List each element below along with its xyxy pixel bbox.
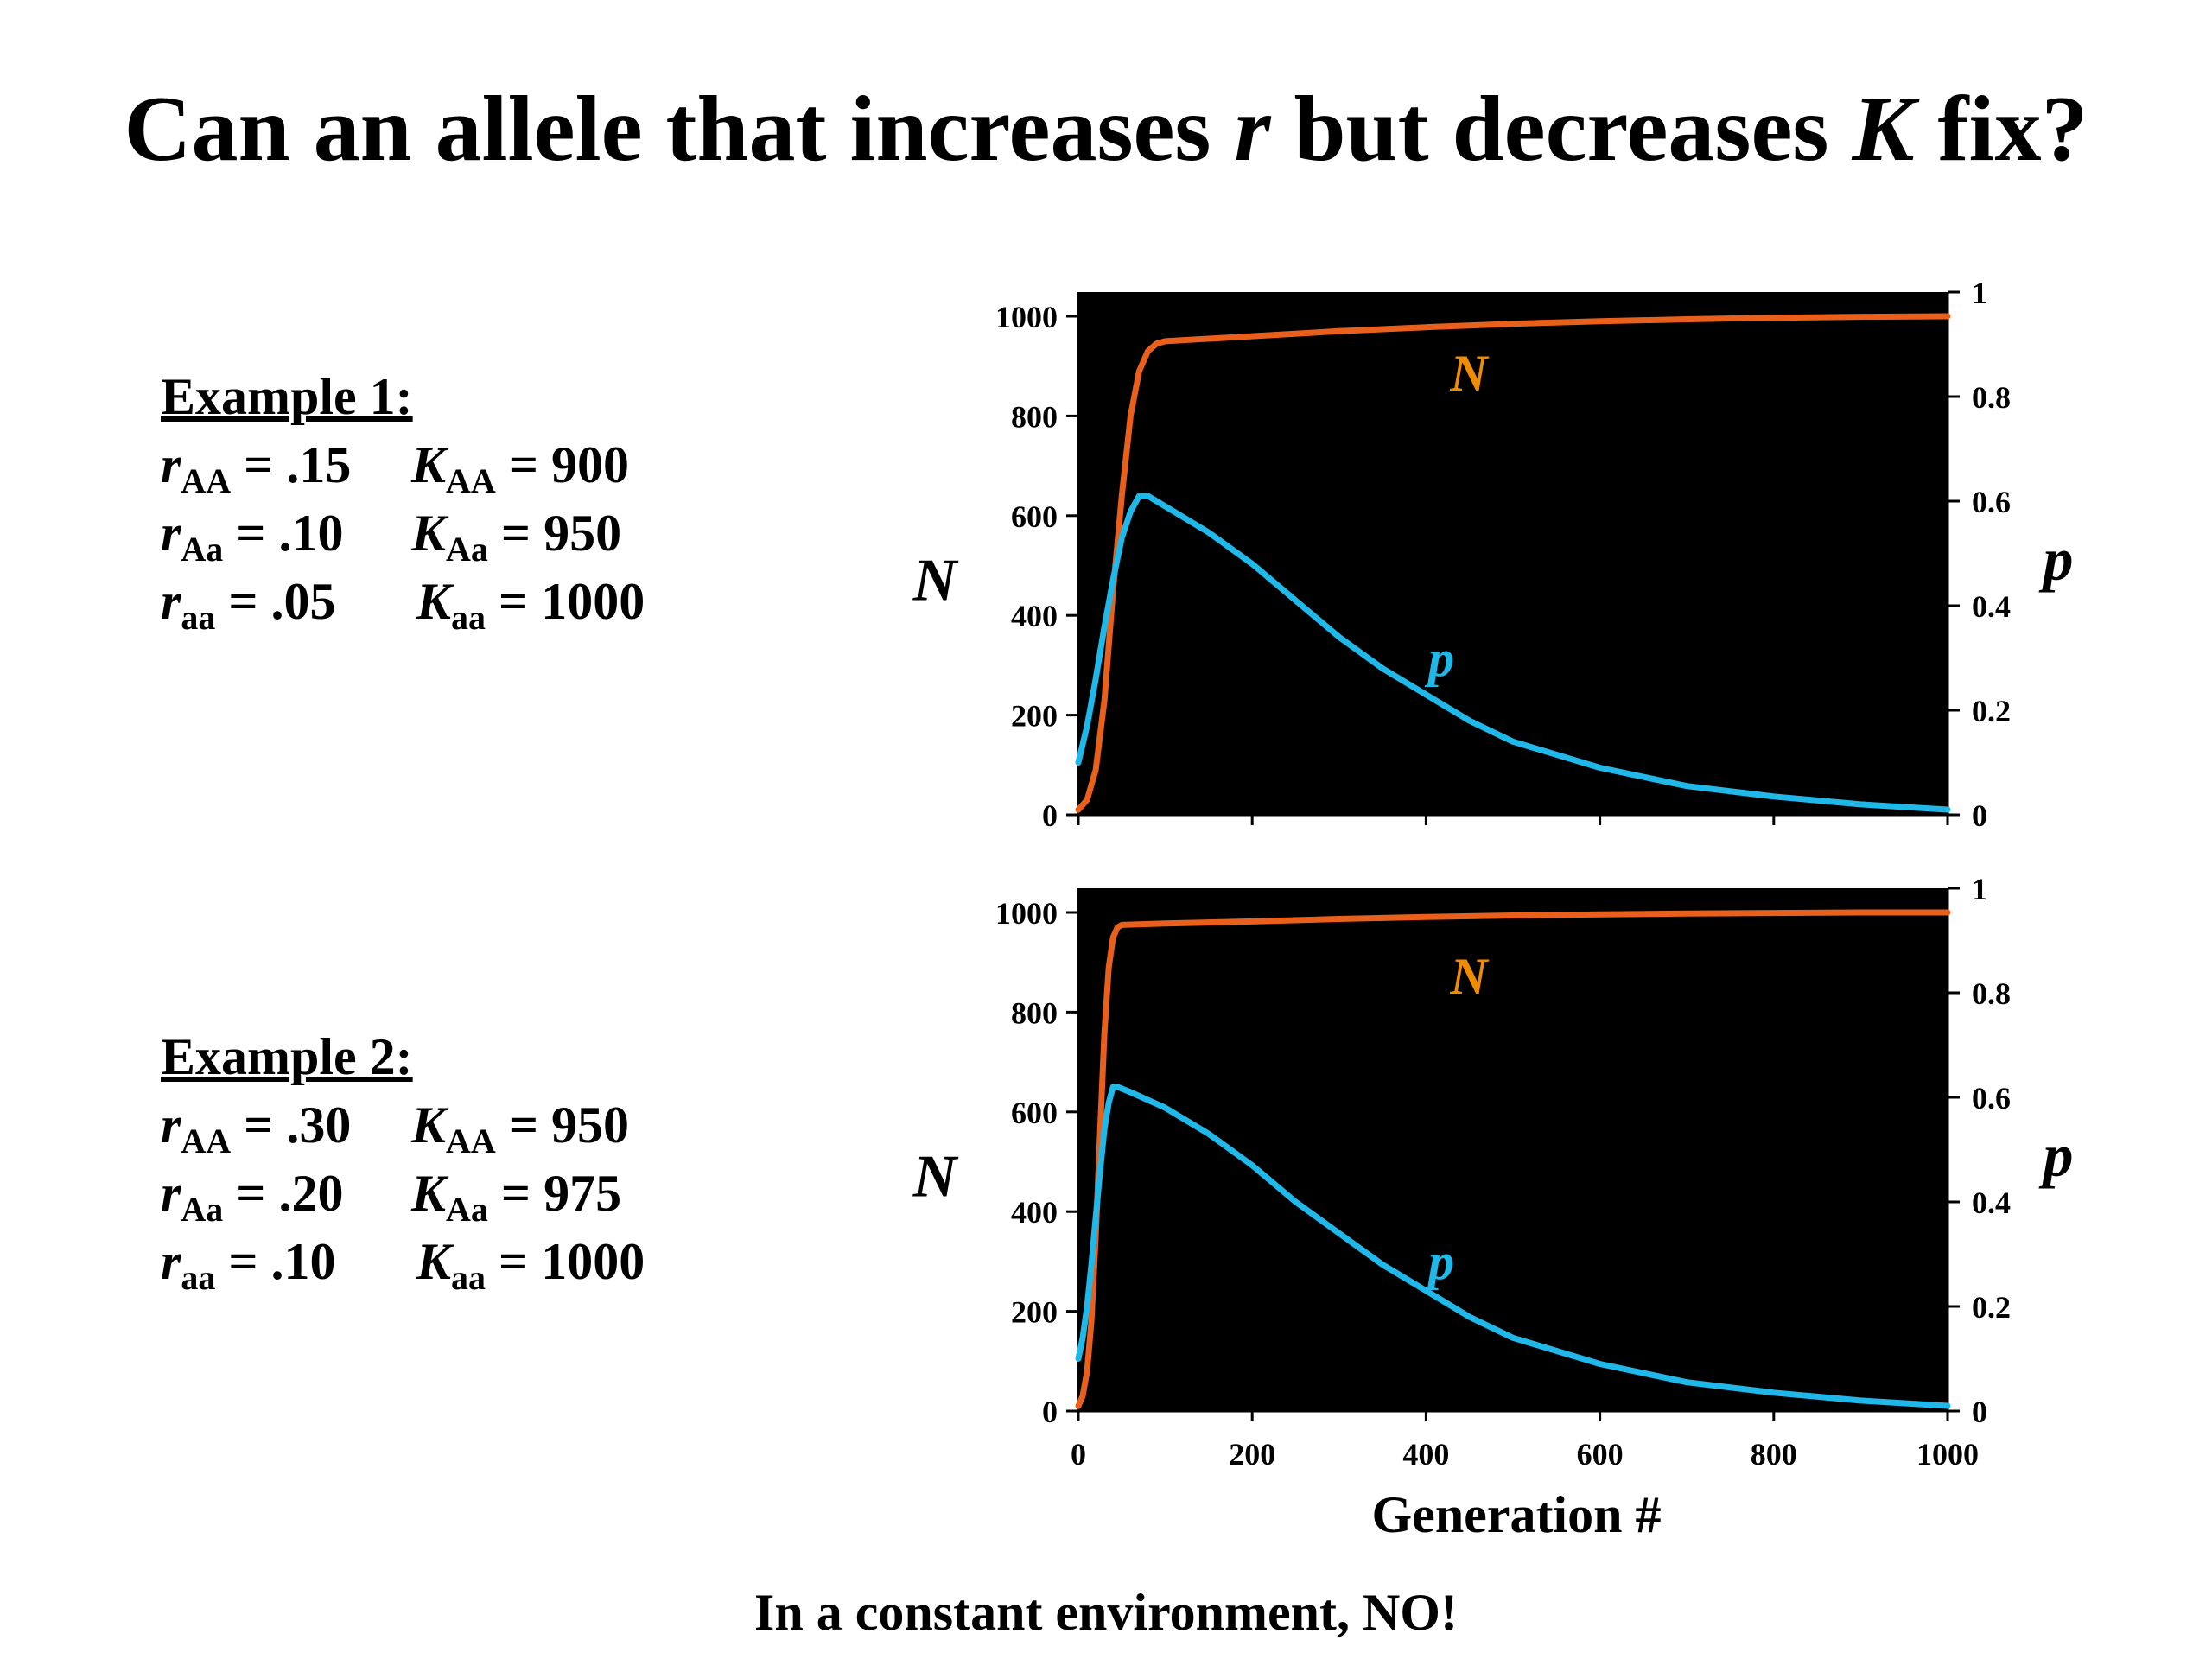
left-tick-label: 200 bbox=[1011, 1295, 1058, 1330]
conclusion-text: In a constant environment, NO! bbox=[754, 1584, 1458, 1641]
x-tick-label: 600 bbox=[1577, 1437, 1624, 1471]
left-tick-label: 200 bbox=[1011, 699, 1058, 734]
left-tick-label: 0 bbox=[1042, 1395, 1058, 1429]
x-tick-label: 200 bbox=[1229, 1437, 1275, 1471]
example-1-row-aa-homozygous-dominant: rAA = .15 KAA = 900 bbox=[161, 436, 630, 500]
series-label-p: p bbox=[1424, 1233, 1454, 1290]
series-line-N bbox=[1075, 909, 1951, 1409]
left-tick-label: 800 bbox=[1011, 995, 1058, 1030]
page-title: Can an allele that increases r but decre… bbox=[124, 78, 2088, 181]
left-tick-label: 600 bbox=[1011, 1096, 1058, 1130]
left-tick-label: 800 bbox=[1011, 399, 1058, 434]
example-2-row-aa-homozygous-dominant: rAA = .30 KAA = 950 bbox=[161, 1096, 630, 1160]
right-tick-label: 0.2 bbox=[1972, 1290, 2011, 1325]
left-axis-label: N bbox=[912, 1144, 959, 1211]
left-tick-label: 0 bbox=[1042, 798, 1058, 833]
right-tick-label: 0.4 bbox=[1972, 1185, 2011, 1220]
right-tick-label: 0 bbox=[1972, 1395, 1987, 1429]
right-tick-label: 1 bbox=[1972, 872, 1987, 906]
right-tick-label: 0.6 bbox=[1972, 485, 2011, 519]
left-tick-label: 600 bbox=[1011, 499, 1058, 534]
right-tick-label: 0.2 bbox=[1972, 694, 2011, 728]
example-1-row-homozygous-recessive: raa = .05 Kaa = 1000 bbox=[161, 573, 645, 637]
right-tick-label: 0 bbox=[1972, 798, 1987, 833]
left-tick-label: 400 bbox=[1011, 1195, 1058, 1230]
left-axis-label: N bbox=[912, 548, 959, 614]
right-tick-label: 0.8 bbox=[1972, 380, 2011, 415]
x-axis-label: Generation # bbox=[1372, 1486, 1662, 1543]
series-line-p bbox=[1075, 493, 1951, 813]
right-tick-label: 0.8 bbox=[1972, 976, 2011, 1011]
x-tick-label: 0 bbox=[1071, 1437, 1086, 1471]
left-tick-label: 1000 bbox=[995, 896, 1058, 931]
example-1-parameters: Example 1: rAA = .15 KAA = 900 rAa = .10 K… bbox=[161, 363, 645, 637]
x-tick-label: 1000 bbox=[1916, 1437, 1979, 1471]
series-line-N bbox=[1075, 313, 1951, 813]
plot-background bbox=[1078, 888, 1948, 1411]
right-tick-label: 0.6 bbox=[1972, 1081, 2011, 1116]
x-tick-label: 400 bbox=[1402, 1437, 1449, 1471]
series-line-p bbox=[1075, 1084, 1951, 1409]
right-axis-label: p bbox=[2039, 527, 2074, 594]
right-tick-label: 1 bbox=[1972, 276, 1987, 310]
series-label-p: p bbox=[1424, 630, 1454, 687]
series-label-N: N bbox=[1449, 948, 1490, 1005]
example-2-parameters: Example 2: rAA = .30 KAA = 950 rAa = .20 K… bbox=[161, 1023, 645, 1297]
x-tick-label: 800 bbox=[1751, 1437, 1797, 1471]
example-1-row-heterozygous: rAa = .10 KAa = 950 bbox=[161, 505, 622, 569]
example-2-heading: Example 2: bbox=[161, 1028, 413, 1085]
right-axis-label: p bbox=[2039, 1123, 2074, 1190]
chart-panel-2: 0 200 400 600 800 1000 0 0.2 0.4 0.6 0.8 1 0 200 400 60… bbox=[912, 872, 2074, 1543]
example-1-heading: Example 1: bbox=[161, 368, 413, 425]
example-2-row-heterozygous: rAa = .20 KAa = 975 bbox=[161, 1165, 622, 1229]
series-label-N: N bbox=[1449, 345, 1490, 402]
chart-panel-1: 0 200 400 600 800 1000 0 0.2 0.4 0.6 0.8 1 N p Np bbox=[912, 276, 2074, 833]
left-tick-label: 400 bbox=[1011, 599, 1058, 633]
plot-background bbox=[1078, 292, 1948, 815]
right-tick-label: 0.4 bbox=[1972, 589, 2011, 624]
example-2-row-homozygous-recessive: raa = .10 Kaa = 1000 bbox=[161, 1233, 645, 1297]
left-tick-label: 1000 bbox=[995, 300, 1058, 334]
